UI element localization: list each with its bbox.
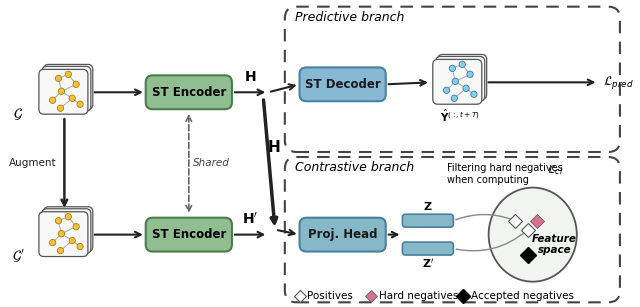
Text: ST Encoder: ST Encoder: [152, 86, 226, 99]
Circle shape: [49, 97, 56, 103]
Circle shape: [451, 95, 458, 101]
FancyBboxPatch shape: [42, 66, 91, 111]
FancyBboxPatch shape: [433, 60, 482, 104]
Text: Shared: Shared: [193, 158, 230, 169]
Text: Augment: Augment: [8, 158, 56, 169]
Text: $\mathcal{L}_{pred}$: $\mathcal{L}_{pred}$: [604, 74, 634, 91]
Ellipse shape: [488, 188, 577, 282]
Text: $\mathcal{G}$: $\mathcal{G}$: [13, 106, 23, 122]
FancyBboxPatch shape: [403, 214, 453, 227]
FancyBboxPatch shape: [146, 75, 232, 109]
Circle shape: [449, 65, 456, 72]
Text: Accepted negatives: Accepted negatives: [471, 291, 574, 301]
Circle shape: [69, 95, 76, 101]
Circle shape: [73, 223, 79, 230]
Circle shape: [467, 71, 473, 78]
Text: Proj. Head: Proj. Head: [308, 228, 378, 241]
Text: $\mathbf{H}'$: $\mathbf{H}'$: [243, 212, 259, 227]
Text: ST Encoder: ST Encoder: [152, 228, 226, 241]
FancyBboxPatch shape: [44, 64, 93, 109]
Text: Contrastive branch: Contrastive branch: [294, 161, 413, 174]
Circle shape: [58, 231, 65, 237]
Circle shape: [65, 214, 72, 220]
FancyBboxPatch shape: [438, 54, 486, 99]
Text: $\mathbf{H}$: $\mathbf{H}$: [244, 70, 257, 84]
FancyBboxPatch shape: [44, 207, 93, 251]
FancyBboxPatch shape: [436, 56, 484, 101]
FancyBboxPatch shape: [39, 69, 88, 114]
Circle shape: [459, 61, 465, 68]
FancyBboxPatch shape: [285, 157, 620, 302]
Circle shape: [471, 91, 477, 97]
Text: Positives: Positives: [307, 291, 353, 301]
Circle shape: [49, 239, 56, 246]
Text: ST Decoder: ST Decoder: [305, 78, 381, 91]
Circle shape: [73, 81, 79, 87]
Circle shape: [69, 237, 76, 244]
Circle shape: [463, 85, 469, 91]
FancyBboxPatch shape: [39, 212, 88, 257]
Circle shape: [77, 243, 83, 250]
Text: Filtering hard negatives
when computing: Filtering hard negatives when computing: [447, 163, 563, 185]
Text: $\mathcal{L}_{cl}$: $\mathcal{L}_{cl}$: [547, 163, 564, 177]
Text: Hard negatives: Hard negatives: [379, 291, 458, 301]
Text: Predictive branch: Predictive branch: [294, 11, 404, 24]
Text: $\hat{\mathbf{Y}}^{(:,t+T)}$: $\hat{\mathbf{Y}}^{(:,t+T)}$: [440, 107, 480, 123]
Circle shape: [77, 101, 83, 107]
Circle shape: [56, 217, 61, 224]
Circle shape: [58, 105, 63, 111]
Text: $\mathbf{Z}'$: $\mathbf{Z}'$: [422, 257, 434, 270]
Circle shape: [452, 78, 458, 84]
Text: $\mathcal{G}'$: $\mathcal{G}'$: [12, 248, 25, 265]
FancyBboxPatch shape: [42, 209, 91, 254]
Circle shape: [56, 75, 61, 82]
Circle shape: [444, 87, 450, 93]
Text: Feature
space: Feature space: [532, 234, 577, 255]
FancyBboxPatch shape: [300, 218, 386, 251]
Circle shape: [65, 71, 72, 78]
FancyBboxPatch shape: [403, 242, 453, 255]
FancyBboxPatch shape: [285, 7, 620, 152]
Circle shape: [58, 88, 65, 95]
Circle shape: [58, 247, 63, 254]
Text: $\mathbf{Z}$: $\mathbf{Z}$: [423, 200, 433, 212]
FancyBboxPatch shape: [146, 218, 232, 251]
Text: $\mathbf{H}$: $\mathbf{H}$: [268, 139, 280, 155]
FancyBboxPatch shape: [300, 68, 386, 101]
